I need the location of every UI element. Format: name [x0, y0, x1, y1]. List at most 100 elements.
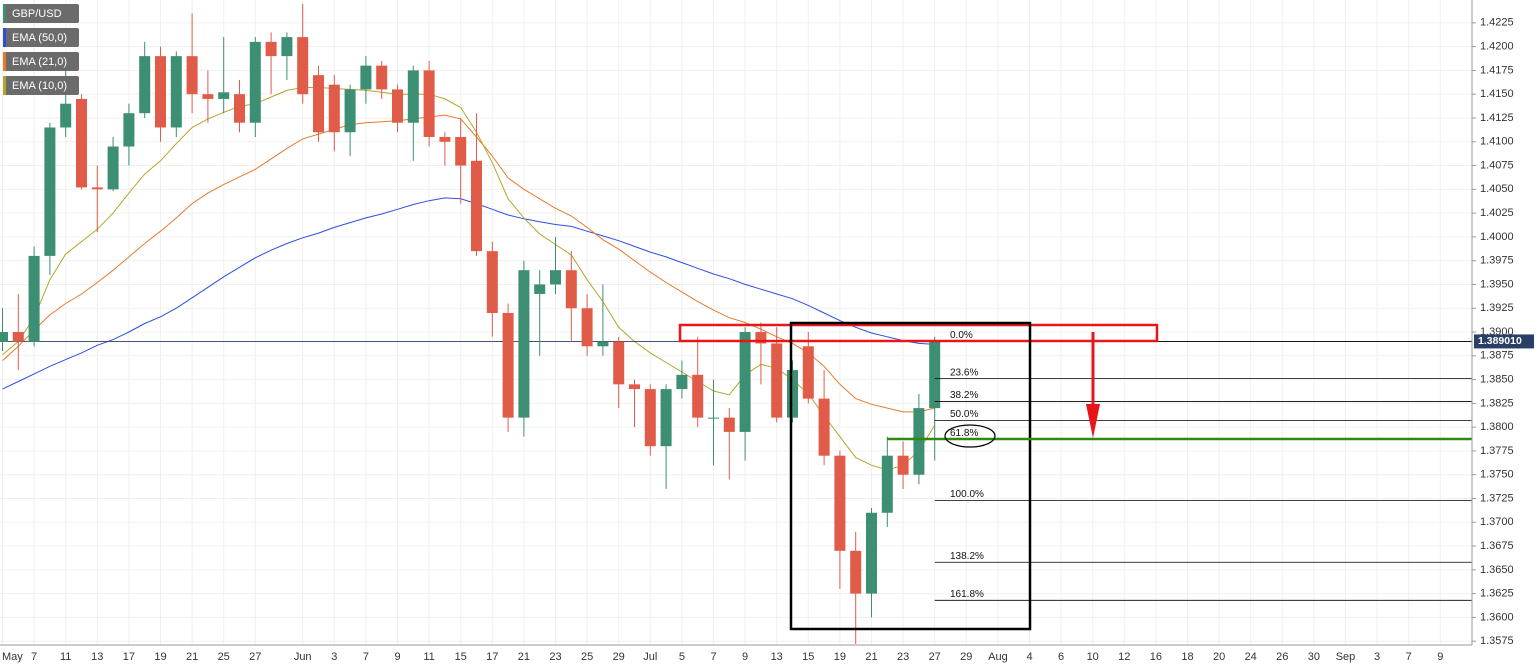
x-tick-label: 3 [1374, 651, 1380, 663]
legend-swatch [3, 52, 6, 71]
candle-body [818, 398, 830, 456]
x-tick-label: 6 [1058, 651, 1064, 663]
y-tick-label: 1.3600 [1480, 611, 1514, 623]
x-tick-label: 9 [742, 651, 748, 663]
candle-body [328, 84, 340, 133]
legend-label: GBP/USD [12, 8, 62, 20]
candle-body [407, 70, 419, 123]
candle-body [313, 75, 324, 133]
candle-body [234, 94, 245, 123]
x-tick-label: 7 [1406, 651, 1412, 663]
candle-body [629, 384, 640, 390]
resistance-box [678, 323, 1159, 343]
candle-body [297, 37, 309, 95]
x-tick-label: 21 [865, 651, 877, 663]
y-tick-label: 1.4100 [1480, 136, 1514, 148]
fib-label: 50.0% [950, 409, 978, 420]
candle-body [597, 341, 609, 347]
x-tick-label: 20 [1213, 651, 1225, 663]
x-tick-label: 15 [455, 651, 467, 663]
arrow-head [1086, 404, 1100, 438]
x-tick-label: 7 [363, 651, 369, 663]
ema-line [2, 197, 935, 390]
legend-box [3, 52, 79, 71]
x-tick-label: 13 [91, 651, 103, 663]
y-tick-label: 1.3625 [1480, 588, 1514, 600]
x-tick-label: 12 [1118, 651, 1130, 663]
candle-body [676, 374, 688, 390]
y-tick-label: 1.4200 [1480, 41, 1514, 53]
fib-label: 38.2% [950, 390, 978, 401]
x-tick-label: 17 [123, 651, 135, 663]
candle-body [550, 270, 561, 285]
x-tick-label: 18 [1181, 651, 1193, 663]
fib-label: 61.8% [950, 428, 978, 439]
candle-body [139, 56, 151, 114]
candle-body [44, 127, 56, 256]
candle-body [123, 113, 135, 147]
candle-body [392, 89, 403, 123]
x-tick-label: 4 [1026, 651, 1032, 663]
y-tick-label: 1.3700 [1480, 516, 1514, 528]
x-tick-label: 23 [549, 651, 561, 663]
y-tick-label: 1.3575 [1480, 635, 1514, 647]
y-tick-label: 1.3675 [1480, 540, 1514, 552]
candle-body [897, 455, 909, 475]
candle-body [281, 37, 293, 57]
x-tick-label: 15 [802, 651, 814, 663]
candle-body [28, 255, 40, 342]
x-tick-label: 7 [710, 651, 716, 663]
fib-label: 138.2% [950, 551, 984, 562]
candle-body [723, 417, 735, 432]
candle-body [881, 455, 893, 513]
y-tick-label: 1.4075 [1480, 159, 1514, 171]
candle-body [913, 408, 925, 475]
x-tick-label: 5 [679, 651, 685, 663]
candle-body [565, 270, 577, 309]
candle-body [739, 332, 751, 432]
candle-body [60, 103, 72, 128]
y-tick-label: 1.3825 [1480, 397, 1514, 409]
legend-label: EMA (21,0) [12, 56, 67, 68]
candle-body [91, 187, 103, 190]
legend-box [3, 4, 79, 23]
y-tick-label: 1.3875 [1480, 350, 1514, 362]
candle-body [929, 341, 941, 409]
legend-label: EMA (10,0) [12, 80, 67, 92]
x-tick-label: 29 [613, 651, 625, 663]
y-tick-label: 1.3850 [1480, 373, 1514, 385]
x-tick-label: 25 [218, 651, 230, 663]
legend-box [3, 76, 79, 95]
candle-body [708, 417, 719, 419]
candle-body [344, 89, 356, 133]
legend-swatch [3, 28, 6, 47]
fib-label: 23.6% [950, 367, 978, 378]
x-tick-label: 23 [897, 651, 909, 663]
candle-body [360, 65, 372, 90]
candle-body [692, 374, 704, 418]
y-tick-label: 1.4175 [1480, 64, 1514, 76]
legend-box [3, 28, 79, 47]
candle-body [771, 343, 783, 418]
candle-body [850, 550, 862, 594]
legend-swatch [3, 4, 6, 23]
candle-body [107, 146, 119, 190]
highlight-ellipse [944, 424, 996, 448]
y-tick-label: 1.4000 [1480, 231, 1514, 243]
candle-body [423, 70, 435, 137]
candle-body [0, 332, 8, 342]
candle-body [644, 389, 656, 447]
candles [0, 3, 941, 645]
candle-body [787, 370, 798, 418]
x-tick-label: 27 [249, 651, 261, 663]
y-tick-label: 1.3975 [1480, 255, 1514, 267]
legend: GBP/USD EMA (50,0) EMA (21,0) EMA (10,0) [3, 4, 79, 95]
x-tick-label: 21 [518, 651, 530, 663]
legend-swatch [3, 76, 6, 95]
x-tick-label: 11 [60, 651, 71, 663]
candle-body [486, 251, 498, 313]
